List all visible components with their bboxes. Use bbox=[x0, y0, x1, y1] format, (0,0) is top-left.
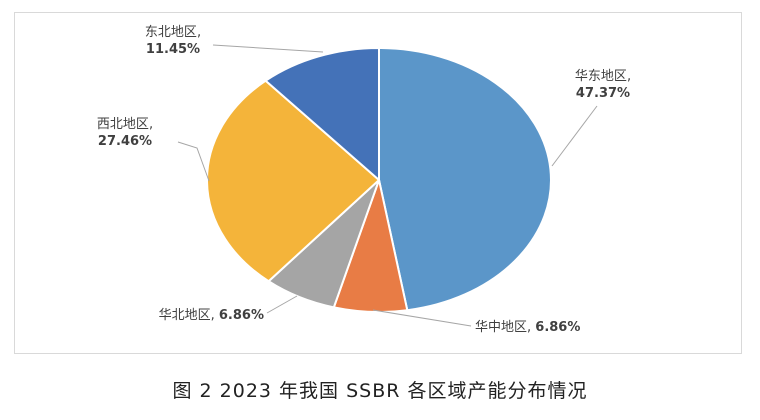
slice-label-2: 华中地区, 6.86% bbox=[475, 320, 580, 335]
pie-slice-5 bbox=[264, 47, 380, 181]
slice-value-label: 47.37% bbox=[576, 86, 630, 101]
slice-labels: 华东地区, 47.37%华中地区, 6.86%华北地区, 6.86%西北地区, 27… bbox=[97, 25, 631, 335]
figure-caption: 图 2 2023 年我国 SSBR 各区域产能分布情况 bbox=[172, 380, 588, 402]
label-separator: , bbox=[527, 320, 535, 335]
slice-name-label: 华中地区 bbox=[475, 320, 527, 335]
slice-label-3: 华北地区, 6.86% bbox=[159, 308, 264, 323]
label-separator: , bbox=[197, 25, 201, 40]
slice-value-label: 11.45% bbox=[146, 42, 200, 57]
pie-slice-4 bbox=[206, 79, 380, 283]
slice-value-label: 6.86% bbox=[535, 320, 580, 335]
leader-lines bbox=[177, 44, 598, 327]
slice-name-label: 西北地区 bbox=[97, 117, 149, 132]
slice-name-label: 华北地区 bbox=[159, 308, 211, 323]
slice-value-label: 6.86% bbox=[219, 308, 264, 323]
label-separator: , bbox=[211, 308, 219, 323]
slice-label-5: 东北地区, 11.45% bbox=[145, 25, 201, 57]
label-separator: , bbox=[149, 117, 153, 132]
slice-name-label: 东北地区 bbox=[145, 25, 197, 40]
leader-line-4 bbox=[177, 141, 210, 182]
slice-value-label: 27.46% bbox=[98, 134, 152, 149]
pie-slices bbox=[206, 47, 552, 313]
leader-line-2 bbox=[372, 309, 472, 327]
label-separator: , bbox=[627, 69, 631, 84]
slice-name-label: 华东地区 bbox=[575, 69, 627, 84]
leader-line-3 bbox=[266, 295, 298, 314]
slice-label-4: 西北地区, 27.46% bbox=[97, 117, 153, 149]
leader-line-1 bbox=[551, 105, 598, 167]
pie-slice-1 bbox=[378, 47, 552, 312]
leader-line-5 bbox=[212, 44, 324, 53]
slice-label-1: 华东地区, 47.37% bbox=[575, 69, 631, 101]
